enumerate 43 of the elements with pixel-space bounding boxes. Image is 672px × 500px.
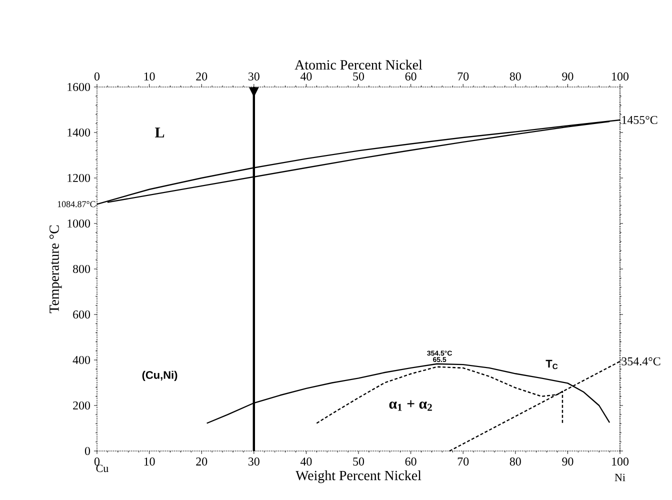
text: Cu <box>96 464 108 472</box>
y-tick-label: 1200 <box>68 174 90 182</box>
x-tick-label: 40 <box>300 458 312 466</box>
y-axis-title: Temperature °C <box>49 225 62 314</box>
x2-tick-label: 70 <box>458 72 469 80</box>
x2-tick-label: 100 <box>612 72 629 80</box>
x-tick-label: 50 <box>353 458 364 466</box>
x2-tick-label: 40 <box>300 72 312 80</box>
x2-tick-label: 50 <box>353 72 364 80</box>
y-tick-label: 1400 <box>68 128 90 137</box>
x-tick-label: 10 <box>144 458 155 466</box>
x2-tick-label: 30 <box>248 72 260 80</box>
text: 1455°C <box>622 116 658 124</box>
x-tick-label: 70 <box>458 458 469 466</box>
annotation: T$_{C}$ <box>546 360 558 370</box>
x-tick-label: 60 <box>405 458 416 466</box>
annotation: L <box>155 128 164 138</box>
x2-tick-label: 10 <box>144 72 155 80</box>
x2-tick-label: 60 <box>405 72 416 80</box>
x-tick-label: 0 <box>94 458 100 466</box>
y-tick-label: 800 <box>73 264 90 274</box>
x-tick-label: 80 <box>510 458 521 466</box>
text: 1084.87°C <box>58 201 96 208</box>
x2-tick-label: 80 <box>510 72 521 80</box>
annotation: α$_{1}$ + α$_{2}$ <box>389 400 432 411</box>
annotation: (Cu,Ni) <box>142 370 178 382</box>
x2-tick-label: 20 <box>196 72 208 80</box>
x-tick-label: 100 <box>612 458 629 466</box>
x2-tick-label: 90 <box>562 72 574 80</box>
x2-tick-label: 0 <box>94 72 100 80</box>
x-tick-label: 20 <box>196 458 208 466</box>
x-tick-label: 90 <box>562 458 574 466</box>
x-axis-title: Weight Percent Nickel <box>296 470 422 484</box>
text: 354.4°C <box>622 357 660 366</box>
y-tick-label: 0 <box>84 446 90 456</box>
y-tick-label: 1600 <box>68 82 90 92</box>
x2-axis-title: Atomic Percent Nickel <box>294 60 422 70</box>
y-tick-label: 200 <box>73 401 90 410</box>
y-tick-label: 600 <box>73 310 90 319</box>
y-tick-label: 400 <box>72 356 90 364</box>
text: Ni <box>614 474 626 482</box>
y-tick-label: 1000 <box>68 219 90 228</box>
x-tick-label: 30 <box>248 458 260 466</box>
